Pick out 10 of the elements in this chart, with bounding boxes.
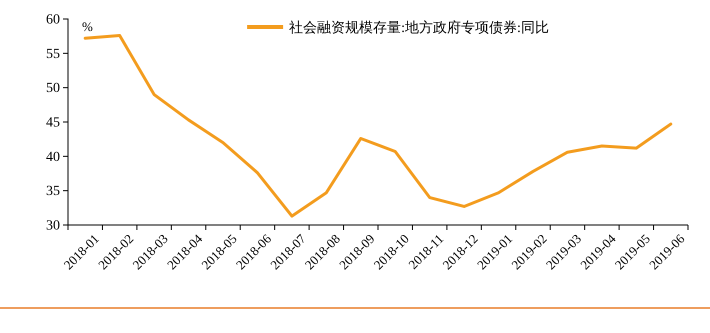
y-tick-label: 55 [46,46,60,62]
y-axis-title: % [82,19,93,34]
line-series [84,34,672,218]
y-tick-label: 60 [46,12,60,28]
y-tick-label: 30 [46,218,60,234]
y-tick-label: 50 [46,81,60,96]
legend-label: 社会融资规模存量:地方政府专项债券:同比 [289,20,549,36]
y-tick-label: 40 [46,150,60,165]
y-tick-label: 45 [46,115,60,130]
y-tick-label: 35 [46,184,60,200]
